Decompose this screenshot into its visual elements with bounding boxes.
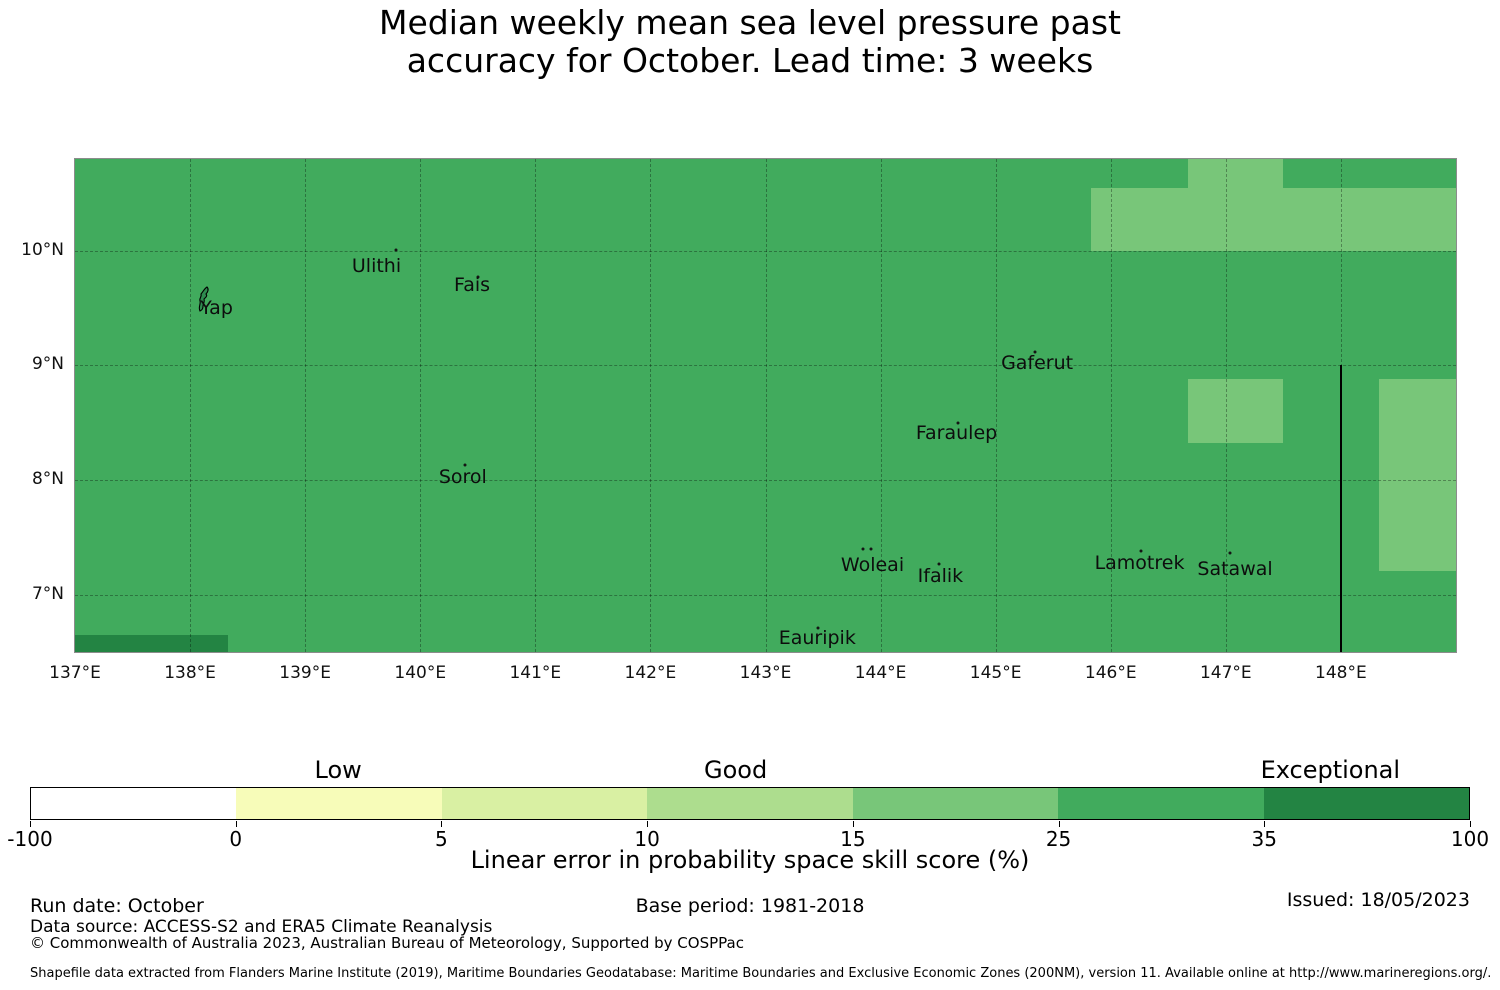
colorbar-segment	[1263, 788, 1469, 819]
x-tick-label: 141°E	[509, 663, 562, 683]
map-canvas: Yap Ulithi Fais Sorol Gaferut Faraulep Woleai I…	[75, 159, 1456, 652]
y-tick-label: 8°N	[31, 469, 64, 490]
colorbar-segment	[1058, 788, 1264, 819]
footer-data-source: Data source: ACCESS-S2 and ERA5 Climate …	[30, 917, 493, 937]
colorbar-tick	[1264, 821, 1266, 827]
island-marker-dot	[861, 547, 865, 551]
x-tick-label: 138°E	[164, 663, 216, 683]
x-tick-label: 144°E	[854, 663, 907, 683]
colorbar-tick	[647, 821, 649, 827]
map-patch	[1378, 379, 1456, 571]
colorbar-tick-label: 5	[435, 827, 448, 851]
gridline-meridian	[535, 159, 537, 652]
page-title-line2: accuracy for October. Lead time: 3 weeks	[406, 41, 1094, 81]
colorbar	[30, 787, 1470, 820]
island-marker-dot	[394, 248, 398, 252]
colorbar-tick	[235, 821, 237, 827]
island-marker-dot	[816, 626, 820, 630]
colorbar-tick	[1058, 821, 1060, 827]
island-marker-dot	[869, 547, 873, 551]
gridline-meridian	[190, 159, 192, 652]
x-tick-label: 143°E	[739, 663, 792, 683]
island-label: Faraulep	[915, 422, 998, 445]
island-label: Satawal	[1197, 558, 1273, 581]
gridline-meridian	[1110, 159, 1112, 652]
gridline-parallel	[75, 480, 1456, 482]
island-marker-dot	[956, 421, 960, 425]
island-marker-dot	[476, 275, 480, 279]
colorbar-segment	[852, 788, 1059, 819]
colorbar-category-label: Low	[314, 756, 362, 784]
x-tick-label: 140°E	[394, 663, 447, 683]
gridline-parallel	[75, 365, 1456, 367]
colorbar-segment	[647, 788, 853, 819]
colorbar-axis-label: Linear error in probability space skill …	[470, 846, 1030, 874]
y-tick-label: 10°N	[21, 239, 64, 260]
map-patch	[1187, 159, 1284, 188]
y-tick-label: 7°N	[31, 583, 64, 604]
island-marker-dot	[463, 463, 467, 467]
colorbar-tick-label: 0	[229, 827, 243, 851]
gridline-meridian	[880, 159, 882, 652]
island-label: Eauripik	[778, 627, 856, 650]
map-patch	[75, 634, 229, 652]
island-marker-dot	[937, 562, 941, 566]
island-label: Fais	[454, 274, 491, 297]
page-title: Median weekly mean sea level pressure pa…	[0, 3, 1500, 81]
island-marker-dot	[1033, 350, 1037, 354]
colorbar-tick	[1470, 821, 1471, 827]
footer-issued-date: Issued: 18/05/2023	[1286, 889, 1470, 911]
maritime-boundary-line	[1339, 365, 1342, 652]
map-patch	[1091, 187, 1456, 251]
colorbar-tick	[441, 821, 443, 827]
colorbar-tick-label: 15	[840, 827, 866, 851]
y-tick-label: 9°N	[31, 354, 64, 375]
gridline-meridian	[765, 159, 767, 652]
yap-island-icon	[195, 286, 213, 316]
island-label: Ifalik	[917, 565, 964, 588]
page-title-line1: Median weekly mean sea level pressure pa…	[379, 3, 1121, 42]
x-tick-label: 142°E	[624, 663, 677, 683]
footer-shapefile-note: Shapefile data extracted from Flanders M…	[30, 966, 1492, 981]
x-tick-label: 139°E	[279, 663, 332, 683]
island-marker-dot	[1139, 549, 1143, 553]
colorbar-tick-label: 35	[1251, 827, 1278, 851]
colorbar-category-label: Exceptional	[1260, 756, 1401, 784]
island-label: Woleai	[840, 553, 905, 576]
footer-copyright: © Commonwealth of Australia 2023, Austra…	[30, 934, 744, 952]
colorbar-category-label: Good	[703, 756, 768, 784]
x-tick-label: 146°E	[1084, 663, 1137, 683]
footer-base-period: Base period: 1981-2018	[635, 895, 865, 917]
island-label: Lamotrek	[1094, 551, 1185, 574]
gridline-meridian	[420, 159, 422, 652]
island-label: Ulithi	[351, 254, 402, 277]
colorbar-tick	[30, 821, 31, 827]
gridline-parallel	[75, 250, 1456, 252]
gridline-meridian	[305, 159, 307, 652]
colorbar-segment	[236, 788, 442, 819]
island-marker-dot	[1228, 551, 1232, 555]
island-label: Gaferut	[1001, 352, 1074, 375]
x-tick-label: 137°E	[49, 663, 101, 683]
colorbar-tick	[852, 821, 854, 827]
gridline-meridian	[650, 159, 652, 652]
gridline-meridian	[995, 159, 997, 652]
colorbar-tick-label: 100	[1450, 827, 1490, 851]
colorbar-tick-label: -100	[7, 827, 53, 851]
colorbar-tick-label: 25	[1045, 827, 1072, 851]
colorbar-tick-label: 10	[634, 827, 660, 851]
x-tick-label: 147°E	[1199, 663, 1252, 683]
island-label: Sorol	[438, 465, 487, 488]
colorbar-segment	[441, 788, 648, 819]
footer-run-date: Run date: October	[30, 895, 204, 917]
x-tick-label: 145°E	[969, 663, 1022, 683]
gridline-meridian	[1225, 159, 1227, 652]
island-label: Yap	[200, 297, 233, 320]
colorbar-segment	[31, 788, 237, 819]
map-patch	[1187, 379, 1284, 444]
gridline-parallel	[75, 594, 1456, 596]
x-tick-label: 148°E	[1315, 663, 1367, 683]
